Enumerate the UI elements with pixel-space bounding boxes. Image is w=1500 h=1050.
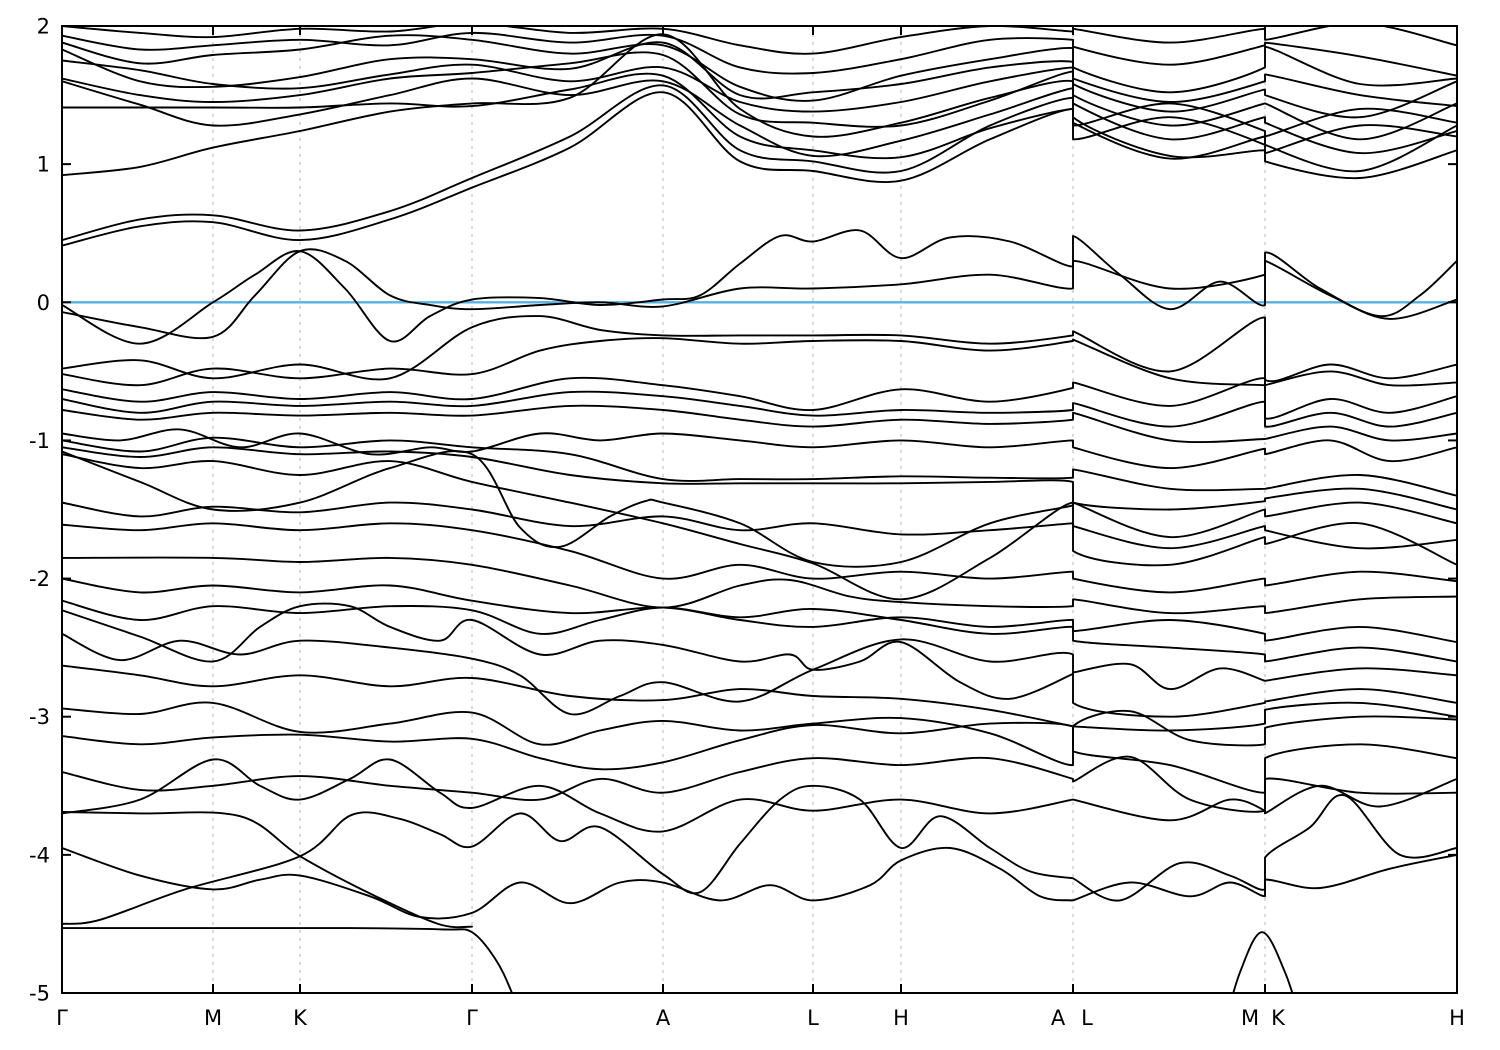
band-36 bbox=[62, 811, 473, 929]
band-39 bbox=[62, 846, 1457, 920]
band-37 bbox=[62, 927, 514, 993]
band-18 bbox=[62, 404, 1457, 444]
y-tick-label: -3 bbox=[29, 705, 50, 729]
band-01 bbox=[62, 26, 1457, 55]
k-point-label: Γ bbox=[466, 1006, 478, 1030]
k-point-label: L bbox=[807, 1006, 819, 1030]
band-34 bbox=[62, 755, 1457, 813]
k-point-label: H bbox=[1449, 1006, 1465, 1030]
band-35 bbox=[62, 758, 1457, 833]
band-14 bbox=[62, 315, 1457, 383]
y-tick-label: -5 bbox=[29, 982, 50, 1006]
band-22 bbox=[62, 450, 1457, 568]
band-26 bbox=[62, 556, 1457, 615]
band-24 bbox=[62, 501, 1457, 550]
band-08 bbox=[62, 72, 1457, 173]
y-tick-label: -1 bbox=[29, 429, 50, 453]
y-tick-label: -2 bbox=[29, 567, 50, 591]
band-05 bbox=[62, 59, 1457, 113]
band-16 bbox=[62, 376, 1457, 420]
band-27 bbox=[62, 577, 1457, 644]
y-tick-label: 2 bbox=[37, 15, 50, 39]
band-30 bbox=[62, 632, 1457, 718]
k-point-label: A bbox=[656, 1006, 671, 1030]
band-23 bbox=[62, 453, 1457, 601]
band-40 bbox=[1232, 931, 1294, 993]
band-03 bbox=[62, 34, 1457, 102]
band-15 bbox=[62, 337, 1457, 387]
y-tick-label: 1 bbox=[37, 153, 50, 177]
axis-border bbox=[61, 25, 1458, 994]
band-13 bbox=[62, 248, 1457, 340]
band-02 bbox=[62, 31, 1457, 77]
y-tick-label: -4 bbox=[29, 843, 50, 867]
band-19 bbox=[62, 428, 1457, 470]
band-31 bbox=[62, 664, 1457, 732]
k-point-label: L bbox=[1081, 1006, 1093, 1030]
band-10 bbox=[62, 84, 1457, 242]
band-21 bbox=[62, 446, 1457, 511]
band-17 bbox=[62, 390, 1457, 428]
k-point-label: K bbox=[1271, 1006, 1286, 1030]
band-12 bbox=[62, 229, 1457, 345]
band-06 bbox=[62, 51, 1457, 141]
band-33 bbox=[62, 721, 1457, 794]
band-25 bbox=[62, 522, 1457, 594]
band-04 bbox=[62, 41, 1457, 119]
band-32 bbox=[62, 701, 1457, 767]
y-tick-label: 0 bbox=[37, 291, 50, 315]
k-point-label: M bbox=[204, 1006, 222, 1030]
band-09 bbox=[62, 33, 1457, 180]
band-lines-group bbox=[62, 26, 1457, 993]
band-38 bbox=[62, 784, 1457, 925]
k-point-label: M bbox=[1241, 1006, 1259, 1030]
k-point-label: H bbox=[893, 1006, 909, 1030]
k-point-label: K bbox=[293, 1006, 308, 1030]
band-11 bbox=[62, 91, 1457, 247]
k-point-label: A bbox=[1051, 1006, 1066, 1030]
band-07 bbox=[62, 77, 1457, 158]
band-28 bbox=[62, 599, 1457, 663]
k-point-label: Γ bbox=[56, 1006, 68, 1030]
band-20 bbox=[62, 436, 1457, 497]
band-29 bbox=[62, 602, 1457, 700]
